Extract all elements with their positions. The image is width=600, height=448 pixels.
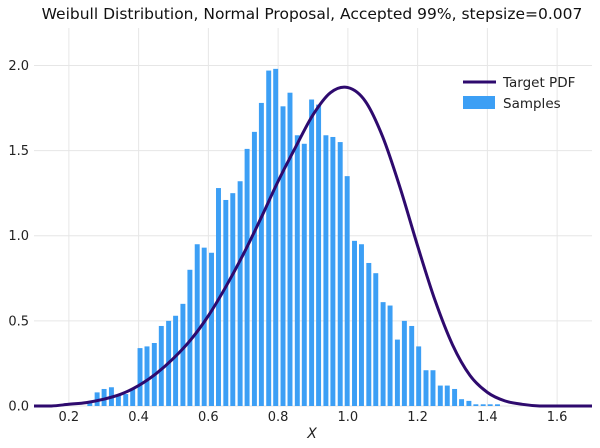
- sample-bar: [495, 404, 500, 406]
- sample-bar: [266, 70, 272, 406]
- sample-bar: [87, 402, 93, 406]
- sample-bar: [158, 325, 164, 406]
- sample-bar: [359, 244, 364, 406]
- sample-bars: [87, 68, 500, 407]
- sample-bar: [201, 247, 207, 406]
- y-tick-label: 1.0: [8, 229, 29, 244]
- x-tick-label: 0.2: [59, 410, 80, 425]
- sample-bar: [130, 388, 136, 406]
- sample-bar: [101, 388, 107, 406]
- sample-bar: [480, 404, 486, 406]
- sample-bar: [209, 252, 214, 406]
- legend-label-target-pdf: Target PDF: [502, 75, 575, 91]
- sample-bar: [187, 269, 193, 406]
- y-tick-label: 2.0: [8, 59, 29, 74]
- sample-bar: [144, 346, 150, 406]
- sample-bar: [223, 199, 229, 406]
- sample-bar: [423, 370, 429, 406]
- sample-bar: [173, 315, 179, 406]
- sample-bar: [487, 404, 493, 406]
- sample-bar: [366, 262, 372, 406]
- sample-bar: [273, 68, 279, 407]
- sample-bar: [430, 370, 436, 406]
- sample-bar: [452, 388, 458, 406]
- sample-bar: [466, 400, 472, 406]
- sample-bar: [251, 131, 257, 407]
- sample-bar: [301, 143, 307, 406]
- x-tick-label: 0.6: [198, 410, 219, 425]
- sample-bar: [459, 399, 465, 406]
- sample-bar: [387, 305, 393, 406]
- sample-bar: [373, 273, 379, 406]
- sample-bar: [287, 92, 293, 406]
- sample-bar: [437, 385, 443, 406]
- sample-bar: [344, 176, 350, 406]
- sample-bar: [323, 135, 329, 406]
- sample-bar: [137, 348, 143, 406]
- sample-bar: [401, 320, 407, 406]
- sample-bar: [309, 99, 315, 406]
- sample-bar: [258, 102, 264, 407]
- sample-bar: [294, 135, 300, 406]
- sample-bar: [473, 404, 479, 406]
- y-tick-label: 1.5: [8, 144, 29, 159]
- sample-bar: [244, 148, 250, 406]
- sample-bar: [409, 325, 415, 406]
- sample-bar: [444, 385, 450, 406]
- target-pdf-line: [34, 85, 592, 408]
- sample-bar: [316, 104, 322, 407]
- y-tick-labels: 0.0 0.5 1.0 1.5 2.0: [8, 59, 29, 415]
- sample-bar: [123, 394, 129, 406]
- x-tick-label: 1.2: [407, 410, 428, 425]
- legend-label-samples: Samples: [503, 96, 561, 112]
- x-tick-label: 1.0: [338, 410, 359, 425]
- x-tick-labels: 0.2 0.4 0.6 0.8 1.0 1.2 1.4 1.6: [59, 410, 568, 425]
- sample-bar: [352, 240, 357, 406]
- x-axis-label: X: [306, 426, 317, 442]
- y-tick-label: 0.0: [8, 400, 29, 415]
- y-tick-label: 0.5: [8, 314, 29, 329]
- sample-bar: [280, 106, 286, 406]
- sample-bar: [337, 142, 343, 406]
- legend-bar-swatch: [463, 96, 495, 109]
- sample-bar: [230, 193, 236, 406]
- x-tick-label: 0.8: [268, 410, 289, 425]
- sample-bar: [380, 302, 386, 406]
- sample-bar: [180, 303, 186, 406]
- sample-bar: [394, 339, 400, 406]
- chart-title: Weibull Distribution, Normal Proposal, A…: [42, 5, 583, 23]
- x-tick-label: 1.6: [547, 410, 568, 425]
- sample-bar: [194, 244, 200, 406]
- sample-bar: [115, 395, 121, 406]
- x-tick-label: 1.4: [477, 410, 498, 425]
- x-tick-label: 0.4: [128, 410, 149, 425]
- sample-bar: [237, 181, 243, 406]
- legend: Target PDF Samples: [463, 75, 575, 112]
- sample-bar: [330, 136, 336, 406]
- sample-bar: [416, 346, 422, 406]
